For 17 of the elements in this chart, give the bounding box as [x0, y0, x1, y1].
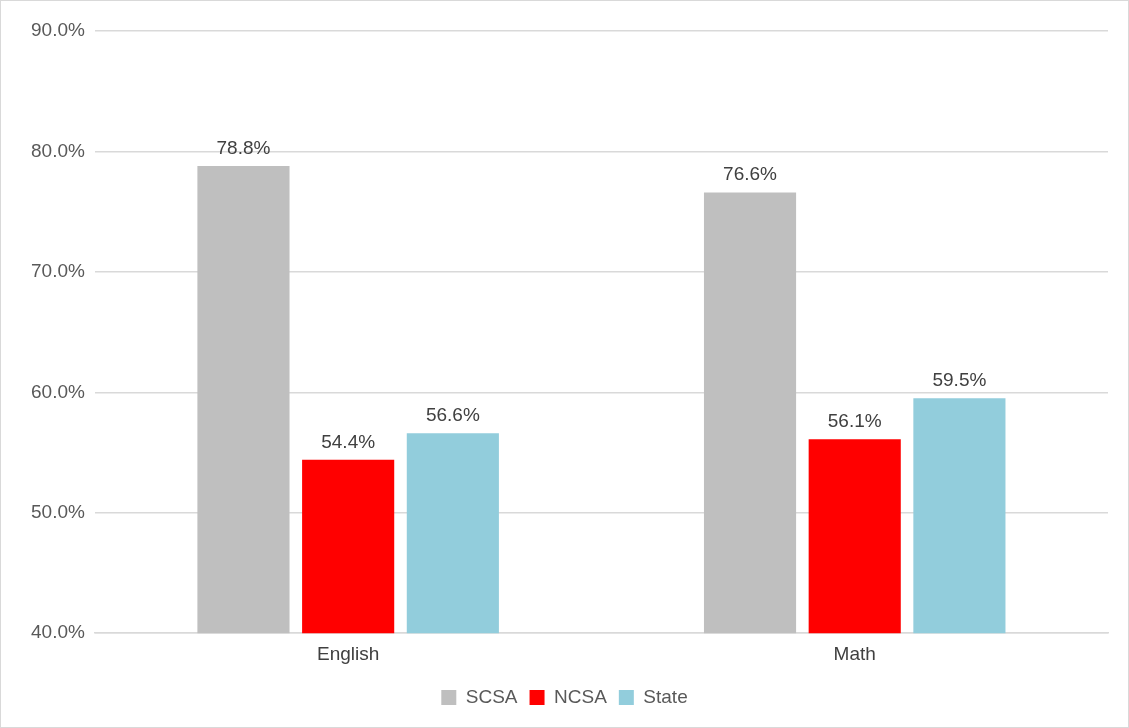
data-label: 76.6%	[723, 163, 778, 185]
x-tick-label: English	[316, 642, 380, 664]
legend-label: State	[643, 685, 688, 707]
data-label: 56.1%	[827, 410, 882, 432]
legend-label: NCSA	[554, 685, 608, 707]
legend-label: SCSA	[465, 685, 518, 707]
x-tick-label: Math	[833, 642, 876, 664]
data-label: 54.4%	[321, 430, 376, 452]
data-label: 59.5%	[932, 369, 987, 391]
y-tick-label: 80.0%	[31, 139, 85, 161]
y-tick-label: 60.0%	[31, 380, 85, 402]
y-tick-label: 70.0%	[31, 260, 85, 282]
data-label: 56.6%	[425, 404, 480, 425]
y-tick-label: 40.0%	[31, 621, 85, 643]
y-tick-label: 90.0%	[31, 19, 85, 41]
y-tick-label: 50.0%	[31, 500, 85, 522]
data-label: 78.8%	[216, 136, 271, 158]
